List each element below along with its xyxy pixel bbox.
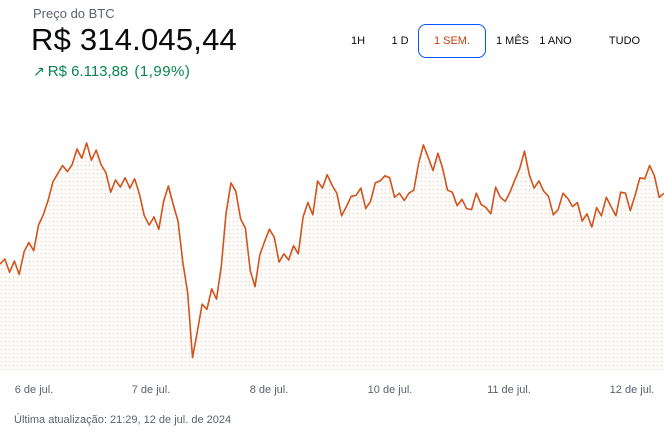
price-change: ↗ R$ 6.113,88 (1,99%) xyxy=(33,63,190,80)
price-area-fill xyxy=(0,142,664,372)
x-tick-label: 11 de jul. xyxy=(487,384,531,396)
arrow-up-right-icon: ↗ xyxy=(33,63,45,79)
price-line xyxy=(0,142,664,359)
current-price: R$ 314.045,44 xyxy=(31,22,237,57)
range-1-ano-button[interactable]: 1 ANO xyxy=(532,24,579,58)
range-1-sem-button[interactable]: 1 SEM. xyxy=(418,24,486,58)
change-amount: R$ 6.113,88 xyxy=(47,63,129,80)
x-tick-label: 8 de jul. xyxy=(249,384,289,396)
x-tick-label: 12 de jul. xyxy=(609,384,655,396)
range-tudo-button[interactable]: TUDO xyxy=(601,24,648,58)
last-updated: Última atualização: 21:29, 12 de jul. de… xyxy=(14,414,232,426)
x-tick-label: 10 de jul. xyxy=(367,384,413,396)
range-1-mês-button[interactable]: 1 MÊS xyxy=(488,24,537,58)
range-1h-button[interactable]: 1H xyxy=(336,24,380,58)
x-tick-label: 7 de jul. xyxy=(131,384,171,396)
x-tick-label: 6 de jul. xyxy=(14,384,54,396)
range-1-d-button[interactable]: 1 D xyxy=(379,24,421,58)
change-percent: (1,99%) xyxy=(134,63,191,80)
chart-title: Preço do BTC xyxy=(33,6,115,21)
